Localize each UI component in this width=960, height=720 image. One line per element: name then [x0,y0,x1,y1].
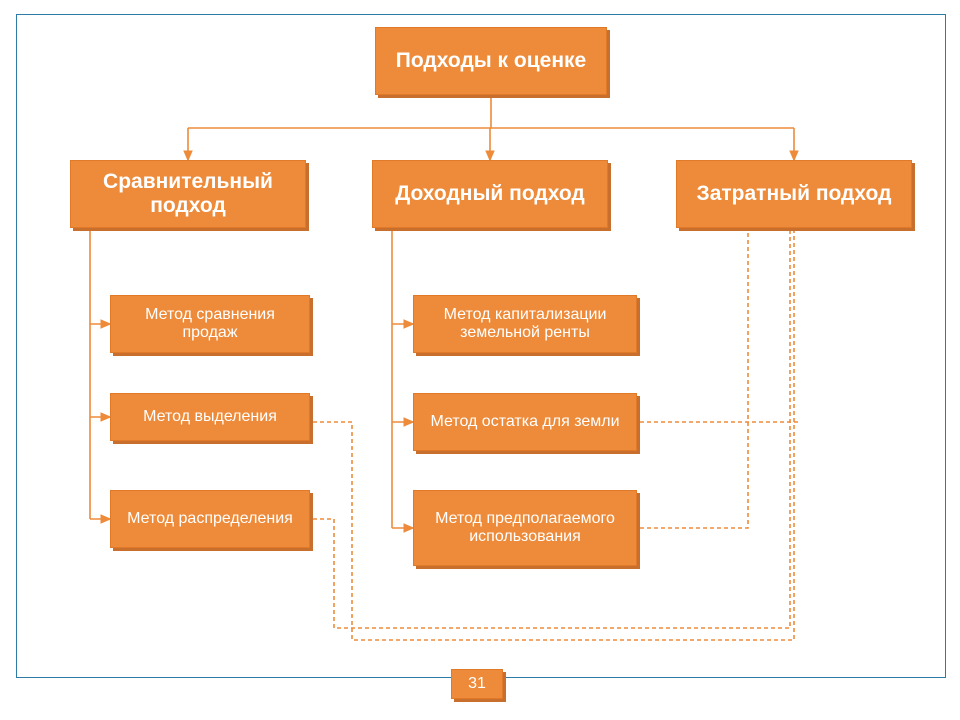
page: Подходы к оценке Сравнительный подход До… [0,0,960,720]
approach-comparative: Сравнительный подход [70,160,306,228]
method-cmp-extract-label: Метод выделения [143,408,277,426]
root-node: Подходы к оценке [375,27,607,95]
page-number: 31 [468,675,486,693]
method-cmp-sales: Метод сравнения продаж [110,295,310,353]
approach-income-label: Доходный подход [395,182,585,206]
approach-cost: Затратный подход [676,160,912,228]
approach-cost-label: Затратный подход [697,182,892,206]
method-inc-intended: Метод предполагаемого использования [413,490,637,566]
method-cmp-distrib: Метод распределения [110,490,310,548]
method-inc-residual: Метод остатка для земли [413,393,637,451]
method-inc-caprent: Метод капитализации земельной ренты [413,295,637,353]
method-inc-intended-label: Метод предполагаемого использования [422,510,628,547]
page-number-badge: 31 [451,669,503,699]
approach-income: Доходный подход [372,160,608,228]
method-inc-caprent-label: Метод капитализации земельной ренты [422,306,628,343]
method-inc-residual-label: Метод остатка для земли [430,413,619,431]
method-cmp-sales-label: Метод сравнения продаж [119,306,301,343]
approach-comparative-label: Сравнительный подход [79,170,297,218]
method-cmp-extract: Метод выделения [110,393,310,441]
root-label: Подходы к оценке [396,49,586,73]
method-cmp-distrib-label: Метод распределения [127,510,293,528]
